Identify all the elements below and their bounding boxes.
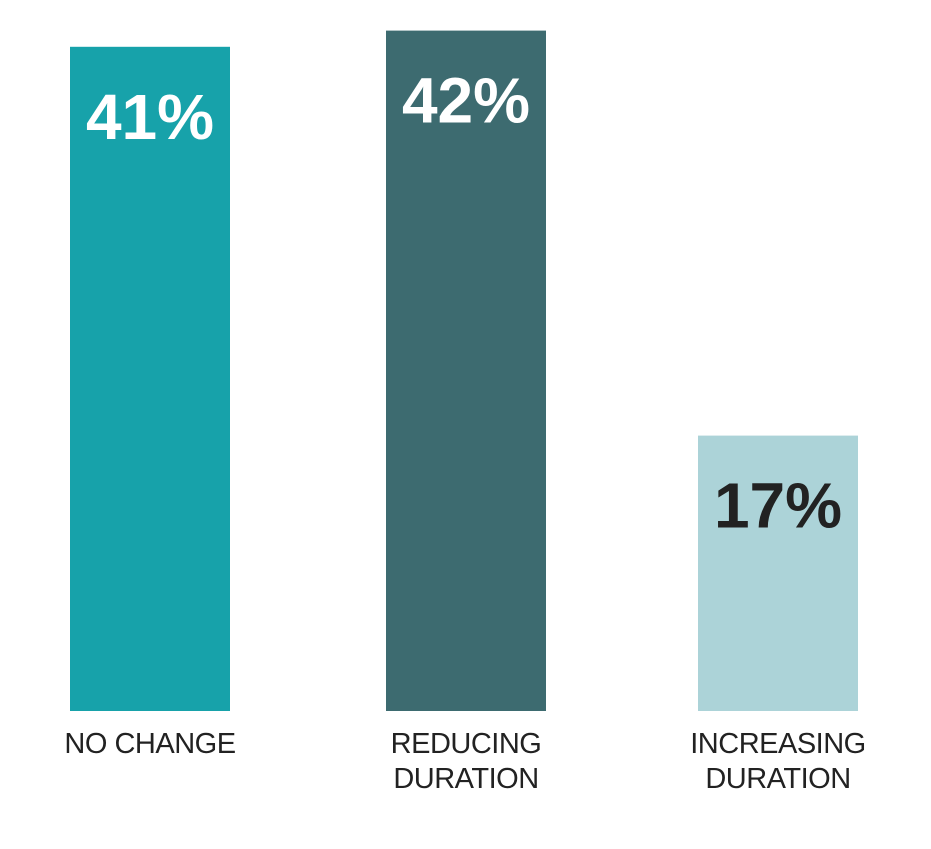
x-tick-label: NO CHANGE [64,728,236,760]
bar [698,435,858,711]
bar [386,30,546,712]
value-label: 42% [402,65,530,137]
bar [70,46,230,712]
value-label: 41% [86,81,214,153]
x-tick-label: REDUCING DURATION [390,728,542,795]
value-label: 17% [714,470,842,542]
x-tick-label: INCREASING DURATION [690,728,866,795]
